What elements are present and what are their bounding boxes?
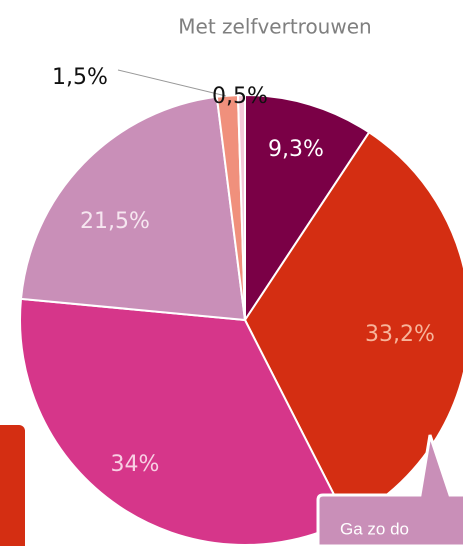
callout — [316, 434, 463, 546]
data-label: 21,5% — [80, 209, 150, 234]
pie-slice — [243, 130, 463, 522]
data-label: 0,5% — [212, 84, 268, 109]
data-label: 33,2% — [365, 322, 435, 347]
leader-line — [117, 69, 227, 97]
data-label: 9,3% — [268, 137, 324, 162]
pie-slice — [19, 297, 349, 546]
side-box — [0, 425, 25, 546]
annotation: Met zelfvertrouwen — [178, 15, 371, 39]
pie-slice — [236, 93, 246, 321]
pie — [19, 93, 463, 546]
callout-text: Ga zo do — [340, 519, 409, 538]
data-label: 1,5% — [52, 65, 108, 90]
pie-slice — [19, 95, 247, 322]
pie-slice — [244, 93, 371, 324]
data-label: 34% — [111, 452, 160, 477]
